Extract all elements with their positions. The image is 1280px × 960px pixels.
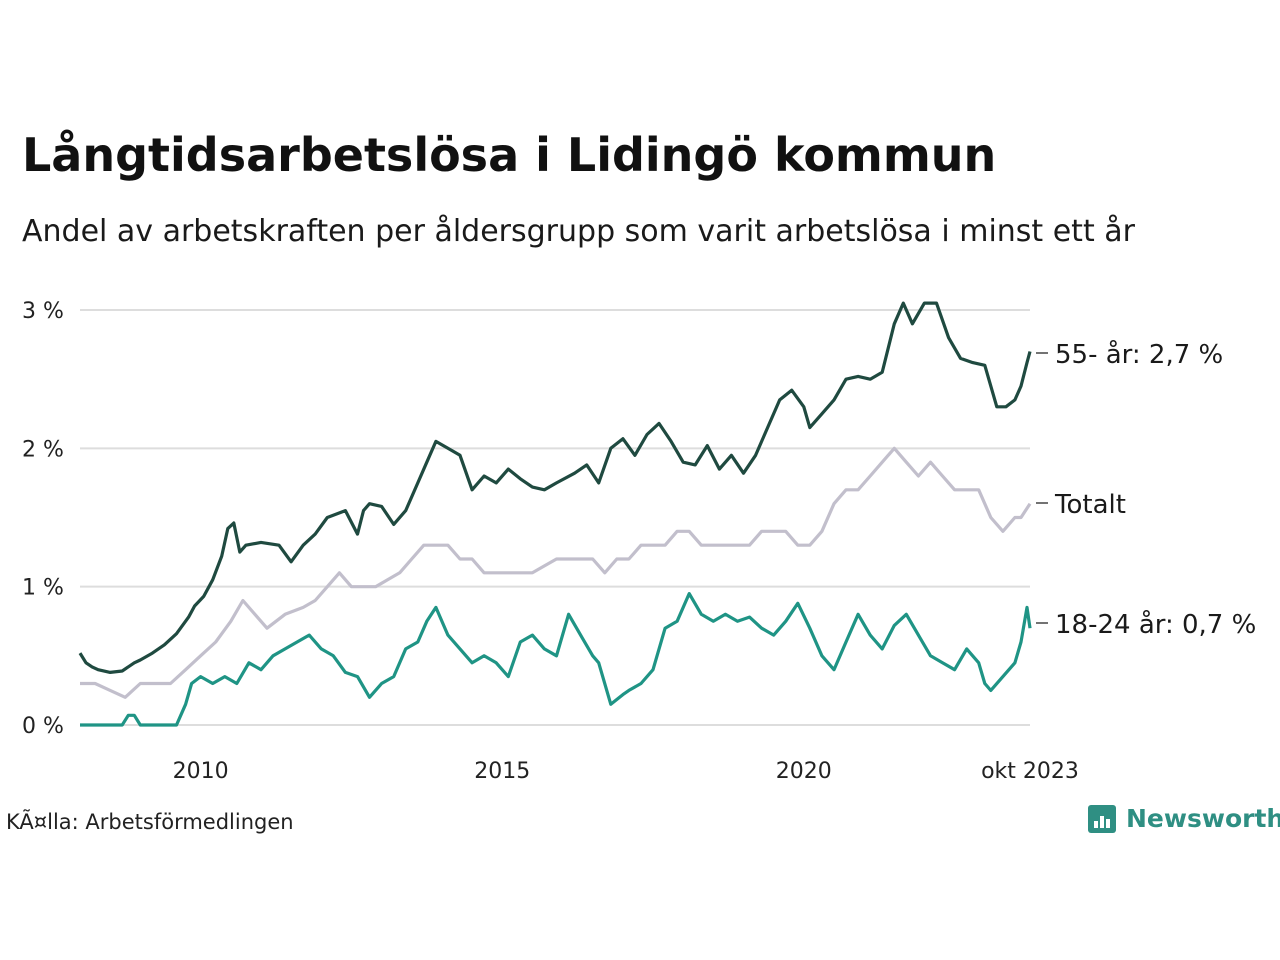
y-tick-label: 0 % bbox=[22, 714, 64, 739]
x-tick-label: 2020 bbox=[776, 759, 832, 784]
y-tick-label: 2 % bbox=[22, 437, 64, 462]
source-note: KÃ¤lla: Arbetsförmedlingen bbox=[6, 810, 294, 834]
series-line-total bbox=[80, 446, 1032, 699]
y-axis-ticks: 0 % 1 % 2 % 3 % bbox=[22, 299, 64, 739]
y-tick-label: 3 % bbox=[22, 299, 64, 324]
series-line-18-24 bbox=[80, 592, 1032, 727]
series-end-label: 55- år: 2,7 % bbox=[1055, 339, 1223, 370]
bar-chart-icon bbox=[1088, 804, 1116, 833]
series-lines bbox=[78, 301, 1032, 727]
x-tick-label: 2010 bbox=[173, 759, 229, 784]
chart-subtitle: Andel av arbetskraften per åldersgrupp s… bbox=[22, 214, 1135, 249]
gridlines bbox=[80, 309, 1030, 726]
x-tick-label: okt 2023 bbox=[981, 759, 1079, 784]
series-line-55 bbox=[78, 301, 1032, 674]
series-end-label: Totalt bbox=[1054, 490, 1126, 520]
series-end-label: 18-24 år: 0,7 % bbox=[1055, 609, 1256, 640]
series-end-labels: 55- år: 2,7 % Totalt 18-24 år: 0,7 % bbox=[1036, 339, 1256, 640]
newsworthy-logo: Newsworthy bbox=[1088, 804, 1280, 833]
y-tick-label: 1 % bbox=[22, 576, 64, 601]
x-axis-ticks: 2010 2015 2020 okt 2023 bbox=[173, 759, 1079, 784]
x-tick-label: 2015 bbox=[474, 759, 530, 784]
logo-text: Newsworthy bbox=[1126, 804, 1280, 833]
chart-title: Långtidsarbetslösa i Lidingö kommun bbox=[22, 128, 997, 182]
